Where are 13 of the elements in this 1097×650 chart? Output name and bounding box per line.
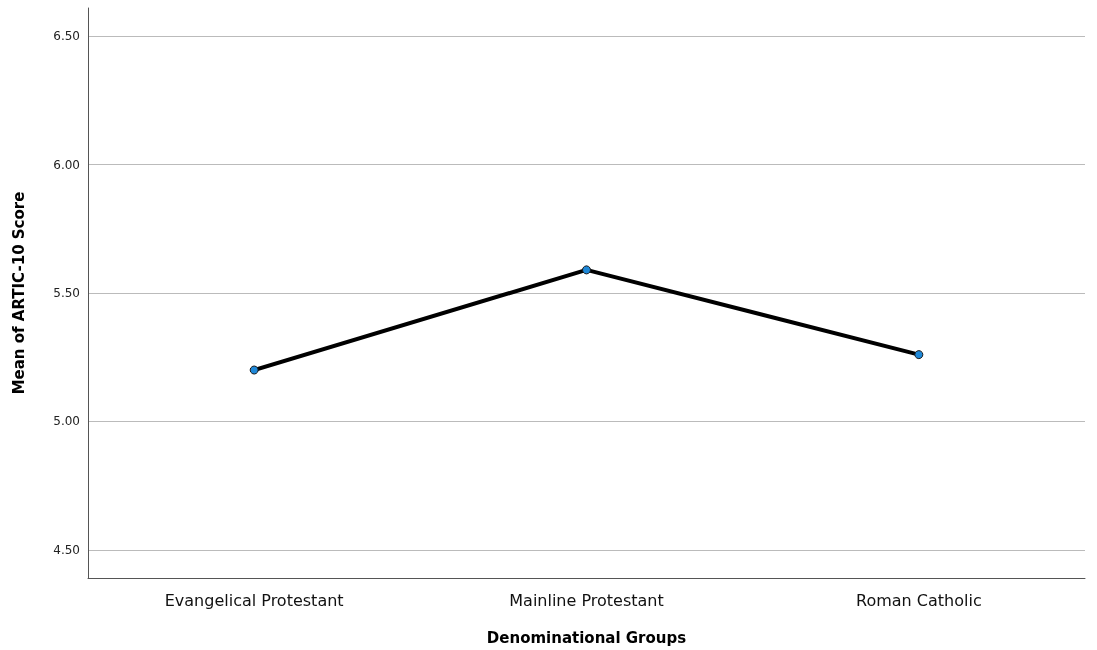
x-tick-label: Roman Catholic	[856, 590, 982, 610]
y-axis-title: Mean of ARTIC-10 Score	[9, 191, 28, 395]
x-axis-title: Denominational Groups	[486, 628, 687, 647]
x-tick-label: Evangelical Protestant	[164, 590, 344, 610]
y-tick-label: 5.00	[53, 414, 80, 429]
point	[249, 365, 259, 375]
y-tick-label: 5.50	[53, 286, 80, 300]
y-tick-label: 6.00	[53, 157, 80, 172]
point	[914, 350, 924, 360]
point	[582, 265, 591, 275]
x-tick-label: Mainline Protestant	[509, 590, 664, 610]
y-tick-label: 6.50	[53, 29, 80, 44]
y-tick-label: 4.50	[53, 542, 80, 557]
